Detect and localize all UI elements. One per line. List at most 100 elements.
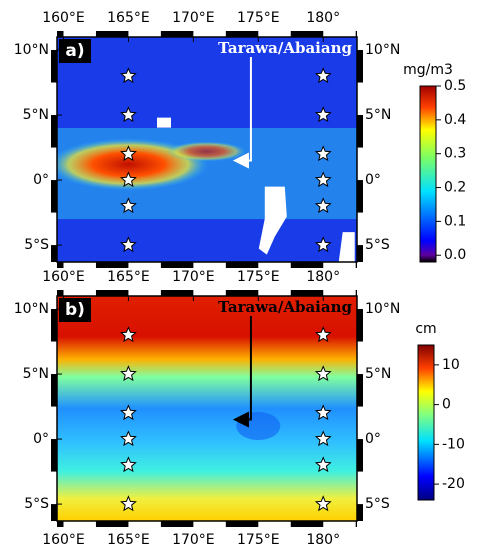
- border-segment: [357, 115, 363, 148]
- map-frame: [56, 295, 358, 522]
- panel-label-box: [59, 298, 91, 322]
- border-segment: [290, 262, 324, 268]
- border-segment: [51, 115, 57, 148]
- x-tick-label: 165°E: [107, 10, 150, 26]
- colorbar-tick-label: 10: [442, 357, 460, 373]
- border-segment: [51, 180, 57, 213]
- x-tick-label: 160°E: [42, 532, 85, 548]
- station-star: [314, 236, 332, 253]
- field-blob: [236, 412, 281, 441]
- y-tick-label: 5°S: [24, 237, 49, 253]
- station-star: [314, 145, 332, 162]
- station-star: [314, 495, 332, 512]
- colorbar-tick-label: 0.0: [444, 247, 466, 263]
- border-segment: [357, 439, 363, 472]
- border-segment: [357, 309, 363, 342]
- y-tick-label: 10°N: [365, 301, 400, 317]
- station-star: [120, 145, 137, 162]
- y-tick-label: 10°N: [14, 301, 49, 317]
- x-tick-label: 165°E: [107, 269, 150, 285]
- station-star: [314, 430, 332, 447]
- station-star: [314, 456, 332, 473]
- station-star: [120, 67, 137, 84]
- border-segment: [225, 31, 259, 37]
- no-data: [258, 186, 355, 262]
- border-segment: [290, 31, 324, 37]
- colorbar-tick-label: -10: [442, 436, 465, 452]
- y-tick-label: 5°N: [365, 366, 391, 382]
- border-segment: [51, 439, 57, 472]
- station-star: [314, 404, 332, 421]
- border-segment: [57, 31, 64, 37]
- station-star: [314, 365, 332, 382]
- station-star: [120, 326, 137, 343]
- station-star: [314, 106, 332, 123]
- field-bloom: [166, 141, 247, 162]
- border-segment: [355, 290, 357, 296]
- border-segment: [357, 504, 363, 521]
- border-segment: [51, 245, 57, 262]
- y-tick-label: 10°N: [14, 42, 49, 58]
- site-label: Tarawa/Abaiang: [218, 298, 352, 316]
- colorbar-tick-label: 0: [442, 397, 451, 413]
- x-tick-label: 180°: [306, 269, 340, 285]
- border-segment: [95, 31, 129, 37]
- site-arrow: [232, 57, 252, 169]
- field: [57, 296, 357, 521]
- y-tick-label: 0°: [365, 172, 381, 188]
- x-tick-label: 180°: [306, 10, 340, 26]
- border-segment: [95, 262, 129, 268]
- x-tick-label: 170°E: [172, 532, 215, 548]
- border-segment: [225, 290, 259, 296]
- field: [57, 37, 357, 262]
- border-segment: [51, 504, 57, 521]
- site-arrow: [232, 316, 252, 428]
- station-star: [120, 404, 137, 421]
- x-tick-label: 160°E: [42, 10, 85, 26]
- station-star: [120, 106, 137, 123]
- site-label: Tarawa/Abaiang: [218, 39, 352, 57]
- colorbar-tick-label: 0.1: [444, 213, 466, 229]
- y-tick-label: 5°S: [365, 237, 390, 253]
- map-frame: [56, 36, 358, 263]
- colorbar-tick-label: -20: [442, 476, 465, 492]
- border-segment: [160, 521, 194, 527]
- border-segment: [355, 521, 357, 527]
- border-segment: [225, 521, 259, 527]
- colorbar-unit: cm: [415, 321, 436, 337]
- station-star: [314, 326, 332, 343]
- x-tick-label: 175°E: [237, 10, 280, 26]
- border-segment: [57, 521, 64, 527]
- x-tick-label: 175°E: [237, 269, 280, 285]
- colorbar: [419, 85, 437, 263]
- border-segment: [95, 521, 129, 527]
- station-star: [120, 365, 137, 382]
- border-segment: [355, 262, 357, 268]
- border-segment: [95, 290, 129, 296]
- colorbar-tick-label: 0.4: [444, 112, 466, 128]
- border-segment: [355, 31, 357, 37]
- y-tick-label: 0°: [33, 431, 49, 447]
- border-segment: [290, 521, 324, 527]
- panels: 160°E 165°E 170°E 175°E 180° 10°N 10°N 5°N 5°N 0°…: [14, 10, 467, 548]
- station-star: [120, 430, 137, 447]
- border-segment: [357, 374, 363, 407]
- station-star: [314, 171, 332, 188]
- station-star: [120, 456, 137, 473]
- colorbar-tick-label: 0.5: [444, 78, 466, 94]
- x-tick-label: 170°E: [172, 269, 215, 285]
- border-segment: [225, 262, 259, 268]
- field-base: [57, 296, 357, 521]
- station-star: [120, 236, 137, 253]
- x-tick-label: 180°: [306, 532, 340, 548]
- station-star: [120, 197, 137, 214]
- border-segment: [57, 262, 64, 268]
- x-tick-label: 170°E: [172, 10, 215, 26]
- y-tick-label: 0°: [33, 172, 49, 188]
- y-tick-label: 5°S: [24, 496, 49, 512]
- border-segment: [357, 50, 363, 83]
- station-star: [120, 495, 137, 512]
- station-star: [120, 171, 137, 188]
- y-tick-label: 5°N: [23, 366, 49, 382]
